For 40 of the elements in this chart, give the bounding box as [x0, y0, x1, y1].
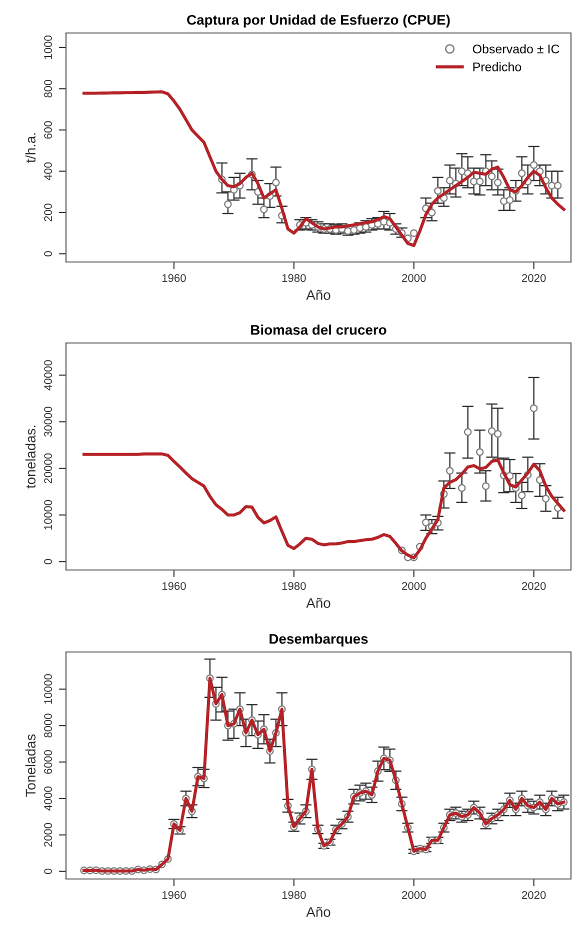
y-tick-label: 4000: [44, 786, 52, 811]
y-tick-label: 2000: [44, 822, 52, 847]
y-tick-label: 20000: [44, 453, 52, 484]
chart-title: Captura por Unidad de Esfuerzo (CPUE): [187, 14, 450, 28]
y-tick-label: 400: [44, 162, 52, 180]
chart-title: Biomasa del crucero: [251, 324, 386, 335]
y-tick-label: 10000: [44, 674, 52, 704]
x-tick-label: 1960: [162, 582, 186, 590]
y-tick-label: 0: [44, 868, 52, 874]
x-tick-label: 1980: [282, 274, 306, 282]
x-tick-label: 2020: [522, 274, 546, 282]
x-tick-label: 2000: [402, 274, 426, 282]
legend-label: Predicho: [473, 62, 522, 72]
x-tick-label: 2000: [402, 891, 426, 899]
chart-title: Desembarques: [270, 634, 368, 647]
y-tick-label: 600: [44, 121, 52, 139]
y-axis-title: toneladas.: [25, 426, 36, 488]
y-tick-label: 0: [44, 251, 52, 256]
x-tick-label: 1980: [282, 891, 306, 899]
y-tick-label: 200: [44, 204, 52, 222]
y-tick-label: 800: [44, 80, 52, 98]
x-tick-label: 1960: [162, 891, 186, 899]
legend-label: Observado ± IC: [472, 44, 560, 54]
x-tick-label: 1980: [282, 582, 306, 590]
x-tick-label: 2020: [522, 891, 546, 899]
x-axis-title: Año: [306, 906, 330, 917]
x-axis-title: Año: [306, 598, 330, 608]
y-tick-label: 0: [44, 558, 52, 564]
y-tick-label: 6000: [44, 750, 52, 774]
x-tick-label: 1960: [162, 274, 186, 282]
y-tick-label: 40000: [44, 360, 52, 390]
y-tick-label: 30000: [44, 406, 52, 437]
x-tick-label: 2020: [522, 582, 546, 590]
y-tick-label: 1000: [44, 36, 52, 59]
x-tick-label: 2000: [402, 582, 426, 590]
y-tick-label: 8000: [44, 714, 52, 738]
y-tick-label: 10000: [44, 500, 52, 530]
y-axis-title: Toneladas: [25, 734, 36, 797]
x-axis-title: Año: [306, 290, 330, 300]
y-axis-title: t/h.a.: [25, 133, 36, 163]
